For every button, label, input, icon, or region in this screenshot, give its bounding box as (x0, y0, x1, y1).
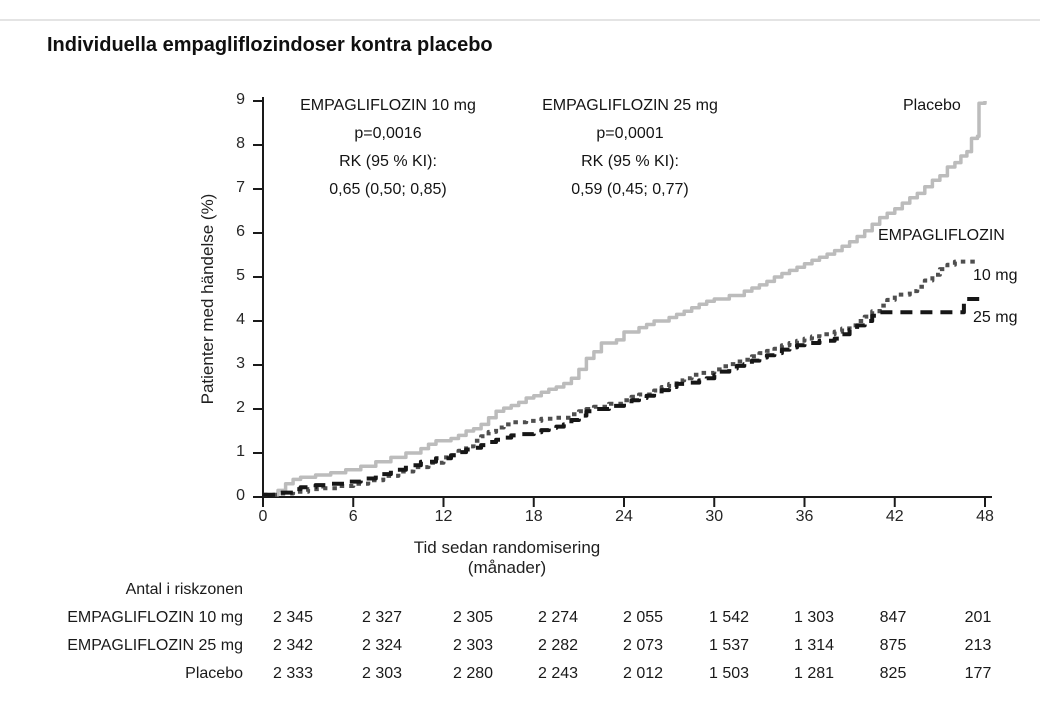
risk-count: 2 282 (537, 637, 579, 654)
risk-count: 201 (964, 609, 992, 626)
risk-count: 1 503 (708, 665, 750, 682)
y-tick-label: 1 (236, 443, 245, 460)
annotation-25mg-title: EMPAGLIFLOZIN 25 mg (542, 97, 718, 114)
risk-count: 1 281 (793, 665, 835, 682)
curve-label-empagliflozin: EMPAGLIFLOZIN (878, 227, 1005, 244)
y-tick-label: 8 (236, 135, 245, 152)
annotation-10mg: EMPAGLIFLOZIN 10 mg p=0,0016 RK (95 % KI… (282, 92, 494, 204)
x-tick-label: 6 (348, 508, 358, 525)
risk-count: 2 333 (272, 665, 314, 682)
empagliflozin-10mg-curve (263, 259, 978, 497)
placebo-curve (263, 101, 987, 497)
x-tick-label: 24 (615, 508, 633, 525)
risk-count: 2 280 (452, 665, 494, 682)
risk-count: 847 (879, 609, 907, 626)
top-border (0, 19, 1040, 21)
risk-count: 1 537 (708, 637, 750, 654)
annotation-25mg-pvalue: p=0,0001 (596, 125, 664, 142)
y-tick-label: 5 (236, 267, 245, 284)
annotation-10mg-pvalue: p=0,0016 (354, 125, 422, 142)
annotation-25mg-rk-value: 0,59 (0,45; 0,77) (571, 181, 689, 198)
risk-count: 2 327 (361, 609, 403, 626)
y-tick-label: 6 (236, 223, 245, 240)
risk-count: 1 314 (793, 637, 835, 654)
y-tick-label: 7 (236, 179, 245, 196)
risk-count: 2 303 (361, 665, 403, 682)
risk-row-label: EMPAGLIFLOZIN 10 mg (67, 609, 243, 626)
annotation-10mg-rk-label: RK (95 % KI): (339, 153, 437, 170)
curve-label-placebo: Placebo (903, 97, 961, 114)
risk-count: 1 303 (793, 609, 835, 626)
empagliflozin-25mg-curve (263, 296, 983, 497)
risk-count: 2 055 (622, 609, 664, 626)
risk-count: 2 345 (272, 609, 314, 626)
x-tick-label: 0 (258, 508, 268, 525)
risk-table-row: Placebo 2 333 2 303 2 280 2 243 2 012 1 503 1 2… (0, 665, 1040, 691)
x-tick-label: 48 (976, 508, 994, 525)
risk-count: 825 (879, 665, 907, 682)
figure-title: Individuella empagliflozindoser kontra p… (47, 34, 493, 56)
x-tick-label: 42 (885, 508, 904, 525)
x-tick-label: 12 (434, 508, 453, 525)
risk-count: 2 324 (361, 637, 403, 654)
risk-table-header: Antal i riskzonen (125, 581, 243, 598)
risk-count: 2 243 (537, 665, 579, 682)
risk-count: 2 303 (452, 637, 494, 654)
x-tick-label: 36 (795, 508, 814, 525)
risk-count: 2 342 (272, 637, 314, 654)
risk-count: 2 073 (622, 637, 664, 654)
y-tick-label: 9 (236, 91, 245, 108)
x-axis-title: Tid sedan randomisering (månader) (413, 538, 601, 577)
x-tick-label: 30 (705, 508, 724, 525)
x-tick-label: 18 (524, 508, 543, 525)
risk-count: 2 305 (452, 609, 494, 626)
annotation-10mg-rk-value: 0,65 (0,50; 0,85) (329, 181, 447, 198)
risk-count: 1 542 (708, 609, 750, 626)
annotation-25mg-rk-label: RK (95 % KI): (581, 153, 679, 170)
y-tick-label: 0 (236, 487, 245, 504)
annotation-25mg: EMPAGLIFLOZIN 25 mg p=0,0001 RK (95 % KI… (524, 92, 736, 204)
y-tick-label: 3 (236, 355, 245, 372)
risk-count: 177 (964, 665, 992, 682)
risk-count: 213 (964, 637, 992, 654)
risk-count: 875 (879, 637, 907, 654)
risk-row-label: EMPAGLIFLOZIN 25 mg (67, 637, 243, 654)
risk-table-row: EMPAGLIFLOZIN 25 mg 2 342 2 324 2 303 2 282 2… (0, 637, 1040, 663)
y-axis-title: Patienter med händelse (%) (198, 193, 217, 405)
curve-label-25mg: 25 mg (973, 309, 1018, 326)
risk-count: 2 274 (537, 609, 579, 626)
risk-count: 2 012 (622, 665, 664, 682)
risk-table-row: EMPAGLIFLOZIN 10 mg 2 345 2 327 2 305 2 274 2… (0, 609, 1040, 635)
y-tick-label: 2 (236, 399, 245, 416)
y-tick-label: 4 (236, 311, 245, 328)
curve-label-10mg: 10 mg (973, 267, 1018, 284)
risk-row-label: Placebo (185, 665, 243, 682)
annotation-10mg-title: EMPAGLIFLOZIN 10 mg (300, 97, 476, 114)
